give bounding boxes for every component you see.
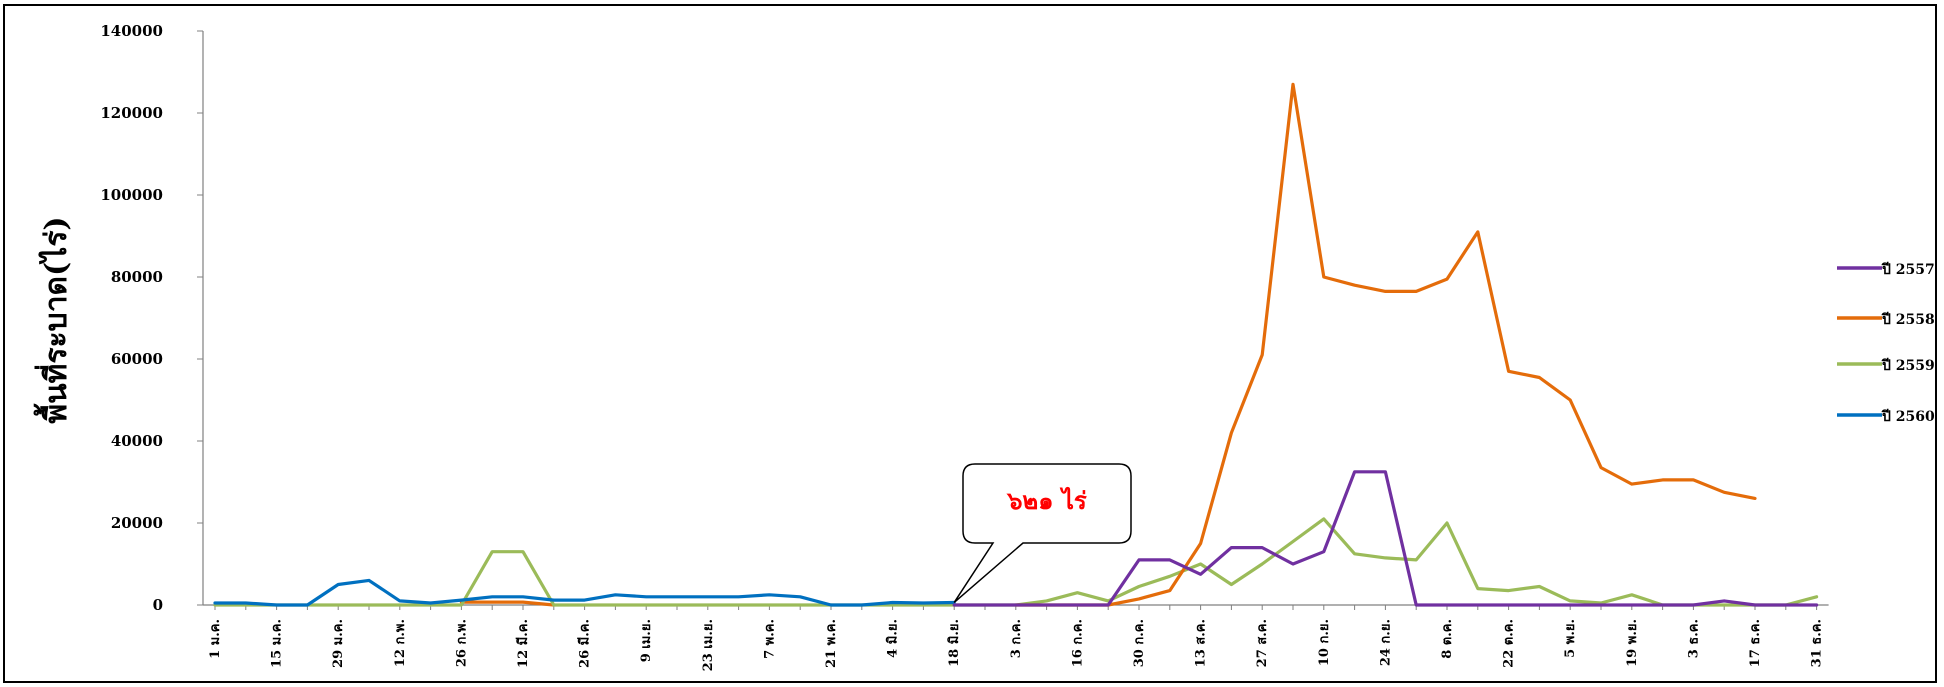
chart-frame [3,4,1937,683]
legend-label: ปี 2560 [1881,409,1935,425]
x-tick-label: 4 มิ.ย. [886,619,901,658]
x-tick-label: 9 เม.ย. [639,619,654,662]
x-tick-label: 23 เม.ย. [701,619,716,671]
y-axis-ticks: 0 20000 40000 60000 80000 100000 120000 140000 [100,22,203,614]
x-tick-label: 12 ก.พ. [393,619,408,667]
callout: ๖๒๑ ไร่ [953,463,1132,604]
y-tick-label: 0 [153,596,163,614]
series-line-2558 [1014,82,1757,607]
x-tick-label: 13 ส.ค. [1194,619,1209,667]
callout-bubble [953,463,1132,604]
x-tick-label: 15 ม.ค. [270,619,285,668]
x-tick-label: 31 ธ.ค. [1810,619,1825,667]
y-tick-label: 80000 [111,268,163,286]
y-tick-label: 140000 [100,22,163,40]
x-tick-label: 24 ก.ย. [1378,619,1393,666]
y-tick-label: 40000 [111,432,163,450]
x-tick-label: 5 พ.ย. [1563,619,1578,658]
x-tick-label: 8 ต.ค. [1440,619,1455,659]
y-tick-label: 60000 [111,350,163,368]
series-line-2558-early [459,600,556,607]
y-tick-label: 100000 [100,186,163,204]
legend-label: ปี 2559 [1881,358,1935,374]
series-line-2560 [213,578,956,607]
x-tick-label: 30 ก.ค. [1132,619,1147,667]
x-tick-label: 26 มี.ค. [577,619,593,668]
x-tick-label: 16 ก.ค. [1070,619,1085,667]
x-tick-label: 22 ต.ค. [1502,619,1517,668]
x-tick-label: 3 ก.ค. [1009,619,1024,658]
x-tick-label: 29 ม.ค. [331,619,346,668]
legend-label: ปี 2557 [1881,262,1935,278]
x-tick-label: 12 มี.ค. [515,619,531,668]
x-tick-label: 3 ธ.ค. [1686,619,1701,658]
series-line-2557 [952,470,1819,607]
x-tick-label: 17 ธ.ค. [1748,619,1763,667]
x-tick-label: 27 ส.ค. [1255,619,1270,667]
x-tick-label: 1 ม.ค. [208,619,223,659]
x-tick-label: 26 ก.พ. [454,619,469,667]
callout-text: ๖๒๑ ไร่ [1006,486,1087,515]
y-axis-label: พื้นที่ระบาด(ไร่) [33,216,74,423]
x-tick-label: 19 พ.ย. [1625,619,1640,667]
x-tick-label: 21 พ.ค. [824,619,839,668]
series-lines [213,82,1819,607]
x-axis-ticks: 1 ม.ค. 15 ม.ค. 29 ม.ค. 12 ก.พ. 26 ก.พ. 12 มี.… [208,605,1825,671]
legend-label: ปี 2558 [1881,312,1935,328]
y-tick-label: 20000 [111,514,163,532]
legend: ปี 2557 ปี 2558 ปี 2559 ปี 2560 [1837,262,1935,425]
x-tick-label: 7 พ.ค. [762,619,777,659]
x-tick-label: 18 มิ.ย. [947,619,962,667]
x-tick-label: 10 ก.ย. [1317,619,1332,666]
y-tick-label: 120000 [100,104,163,122]
